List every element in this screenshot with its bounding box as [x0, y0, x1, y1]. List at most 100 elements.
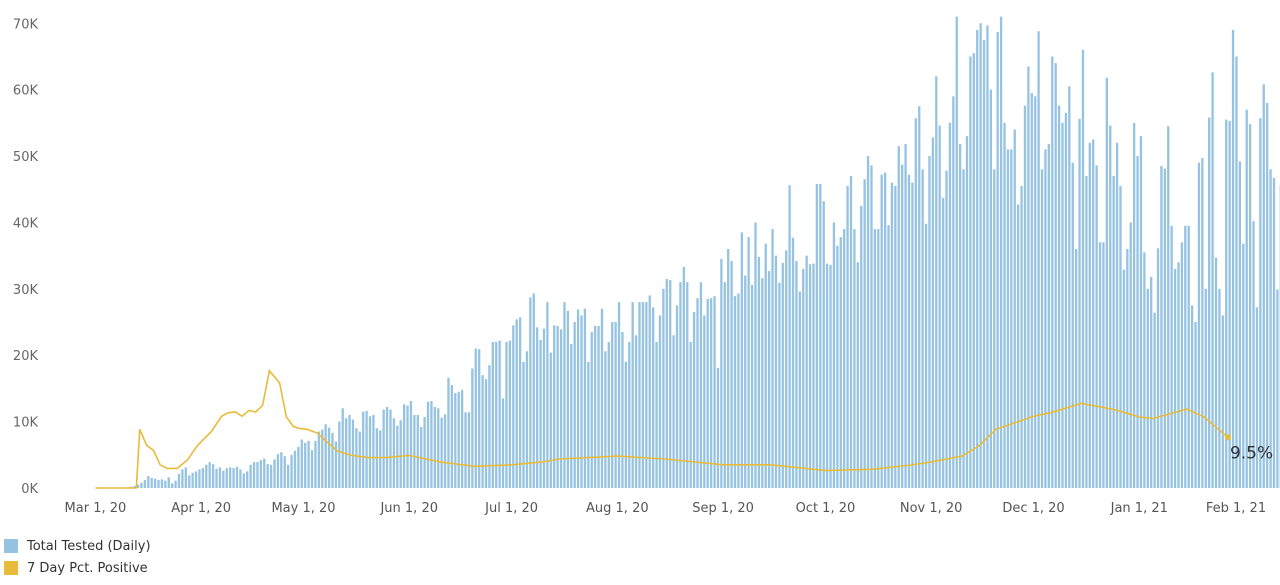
tested-bar [256, 462, 259, 488]
tested-bar [188, 475, 191, 488]
legend-swatch-positive [4, 561, 18, 575]
x-tick-label: Mar 1, 20 [65, 501, 127, 516]
tested-bar [1248, 124, 1252, 488]
tested-bar [675, 305, 679, 488]
tested-bar [802, 268, 805, 488]
tested-bar [634, 335, 638, 488]
legend-label-positive: 7 Day Pct. Positive [27, 560, 148, 576]
tested-bar [310, 450, 314, 488]
tested-bar [300, 439, 303, 488]
tested-bar [205, 464, 208, 488]
tested-bar [174, 480, 177, 488]
tested-bar [136, 484, 140, 488]
tested-bar [682, 266, 686, 488]
tested-bar [1129, 222, 1132, 488]
tested-bar [467, 412, 471, 488]
tested-bar [1211, 72, 1214, 488]
tested-bar [1105, 77, 1108, 488]
tested-bar [767, 270, 771, 488]
tested-bar [730, 260, 733, 488]
tested-bar [1013, 129, 1016, 488]
tested-bar [321, 429, 324, 488]
tested-bar [160, 479, 164, 488]
tested-bar [338, 421, 341, 488]
tested-bar [184, 467, 187, 488]
tested-bar [972, 53, 975, 489]
tested-bar [1266, 102, 1269, 488]
tested-bar [1034, 96, 1037, 488]
tested-bar [235, 466, 239, 488]
tested-bar [1030, 92, 1033, 489]
tested-bar [778, 282, 781, 488]
tested-bar [1016, 204, 1020, 488]
tested-bar [518, 317, 522, 488]
tested-bar [1146, 288, 1149, 488]
tested-bar [986, 25, 989, 489]
tested-bar [894, 185, 897, 488]
tested-bar [750, 284, 754, 488]
tested-bar [549, 352, 552, 488]
legend-swatch-tested [4, 539, 18, 553]
tested-bar [860, 205, 863, 488]
tested-bar [1252, 221, 1255, 488]
tested-bar [641, 302, 645, 488]
tested-bar [1163, 168, 1166, 489]
pct-positive-end-label: 9.5% [1230, 443, 1273, 463]
tested-bar [1204, 288, 1207, 488]
tested-bar [512, 325, 515, 488]
tested-bar [1245, 109, 1248, 488]
tested-bar [638, 302, 641, 488]
tested-bar [1238, 161, 1242, 488]
tested-bar [1190, 305, 1194, 488]
legend-item-tested[interactable]: Total Tested (Daily) [4, 535, 151, 557]
tested-bar [1259, 118, 1262, 489]
chart: 0K 10K 20K 30K 40K 50K 60K 70K Mar 1, 20 Apr 1, … [13, 16, 1280, 516]
tested-bar [665, 278, 668, 489]
tested-bar [249, 464, 252, 488]
tested-bar [1112, 175, 1115, 488]
tested-bar [348, 414, 351, 488]
tested-bar [621, 331, 624, 488]
tested-bar [153, 478, 157, 488]
tested-bar [822, 201, 825, 488]
tested-bar [542, 328, 546, 488]
tested-bar [215, 468, 218, 488]
tested-bar [883, 172, 887, 488]
tested-bar [938, 125, 941, 489]
tested-bar [218, 467, 222, 488]
tested-bar [471, 368, 474, 488]
tested-bar [982, 39, 986, 489]
tested-bar [870, 165, 873, 488]
tested-bar [996, 31, 999, 488]
tested-bar [416, 414, 419, 488]
tested-bar [607, 341, 610, 488]
tested-bar [140, 482, 143, 488]
tested-bar [976, 29, 979, 488]
tested-bar [1214, 257, 1218, 488]
tested-bar [529, 297, 532, 488]
tested-bar [655, 341, 658, 488]
tested-bar [785, 250, 788, 488]
tested-bar [1122, 269, 1126, 488]
tested-bar [563, 302, 566, 488]
tested-bar [614, 322, 617, 488]
tested-bar [1115, 142, 1119, 488]
tested-bar [832, 222, 836, 488]
tested-bar [648, 295, 651, 488]
tested-bar [546, 302, 549, 488]
tested-bar [1109, 125, 1112, 489]
x-tick-label: Sep 1, 20 [692, 501, 754, 516]
tested-bar [1020, 185, 1023, 488]
tested-bar [266, 464, 269, 488]
tested-bar [935, 76, 938, 488]
tested-bars [126, 16, 1280, 489]
tested-bar [928, 156, 931, 488]
tested-bar [921, 169, 924, 488]
tested-bar [522, 361, 525, 488]
y-tick-label: 70K [13, 17, 39, 32]
tested-bar [358, 431, 361, 488]
tested-bar [1170, 225, 1173, 488]
legend-item-positive[interactable]: 7 Day Pct. Positive [4, 557, 151, 579]
tested-bar [969, 56, 972, 488]
tested-bar [198, 469, 201, 488]
